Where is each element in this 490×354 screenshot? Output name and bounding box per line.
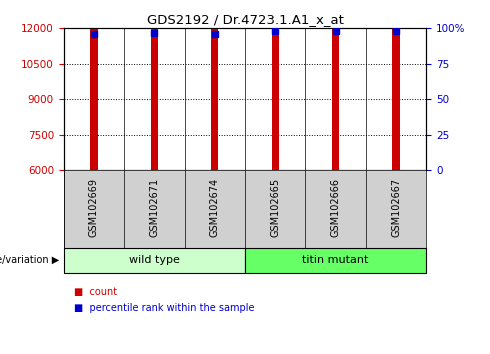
Bar bbox=[392, 0, 400, 170]
Text: GSM102667: GSM102667 bbox=[391, 178, 401, 237]
Text: wild type: wild type bbox=[129, 255, 180, 265]
Text: ■  count: ■ count bbox=[74, 287, 117, 297]
Bar bbox=[245, 248, 426, 273]
Text: GSM102665: GSM102665 bbox=[270, 178, 280, 237]
Text: GSM102669: GSM102669 bbox=[89, 178, 99, 237]
Title: GDS2192 / Dr.4723.1.A1_x_at: GDS2192 / Dr.4723.1.A1_x_at bbox=[147, 13, 343, 26]
Bar bbox=[151, 0, 158, 170]
Bar bbox=[211, 26, 219, 170]
Text: ■  percentile rank within the sample: ■ percentile rank within the sample bbox=[74, 303, 254, 313]
Bar bbox=[64, 248, 245, 273]
Text: GSM102674: GSM102674 bbox=[210, 178, 220, 237]
Bar bbox=[332, 0, 339, 170]
Bar bbox=[271, 0, 279, 170]
Text: GSM102671: GSM102671 bbox=[149, 178, 159, 237]
Text: titin mutant: titin mutant bbox=[302, 255, 369, 265]
Text: GSM102666: GSM102666 bbox=[331, 178, 341, 237]
Bar bbox=[90, 24, 98, 170]
Text: genotype/variation ▶: genotype/variation ▶ bbox=[0, 255, 59, 265]
